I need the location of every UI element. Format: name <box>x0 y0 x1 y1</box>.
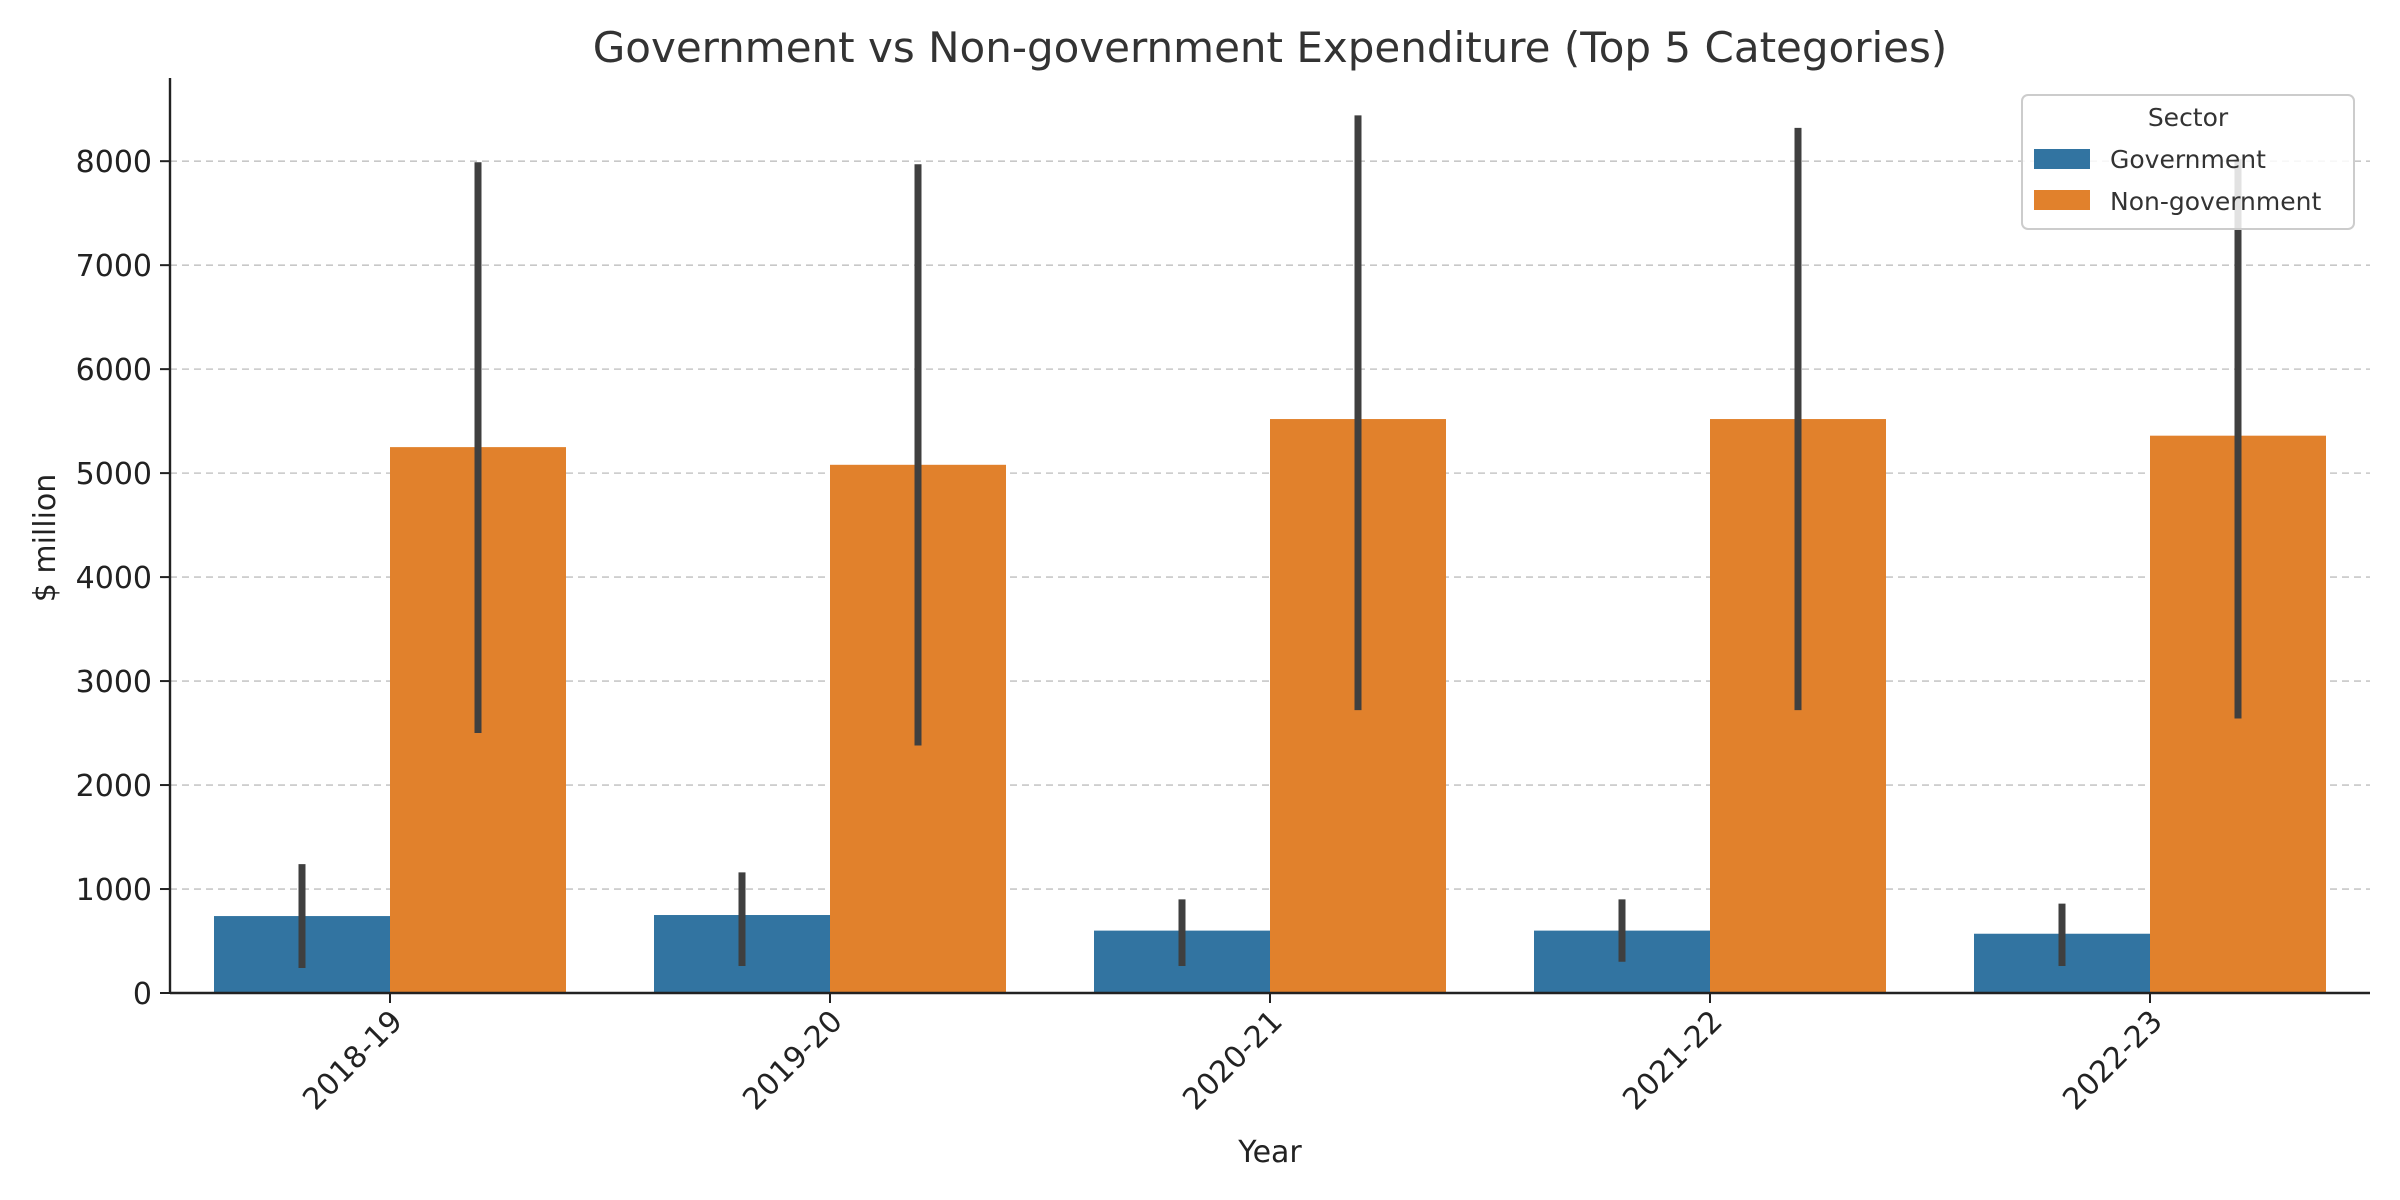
y-tick-label-0: 0 <box>133 977 152 1012</box>
axes <box>160 78 2370 1003</box>
y-tick-label-1000: 1000 <box>76 873 152 908</box>
x-tick-label-2022-23: 2022-23 <box>2056 1004 2169 1117</box>
y-tick-label-2000: 2000 <box>76 769 152 804</box>
y-tick-label-8000: 8000 <box>76 145 152 180</box>
legend-label-non-government: Non-government <box>2110 187 2321 216</box>
y-tick-label-5000: 5000 <box>76 457 152 492</box>
x-tick-label-2021-22: 2021-22 <box>1616 1004 1729 1117</box>
x-tick-label-2019-20: 2019-20 <box>736 1004 849 1117</box>
y-axis-label: $ million <box>28 474 63 603</box>
legend[interactable]: Sector Government Non-government <box>2021 94 2355 230</box>
legend-label-government: Government <box>2110 145 2266 174</box>
x-tick-label-2020-21: 2020-21 <box>1176 1004 1289 1117</box>
legend-swatch-government <box>2034 149 2090 169</box>
legend-frame <box>2021 94 2355 230</box>
x-tick-label-2018-19: 2018-19 <box>296 1004 409 1117</box>
y-tick-label-6000: 6000 <box>76 353 152 388</box>
legend-swatch-non-government <box>2034 190 2090 210</box>
error-bars <box>298 115 2242 969</box>
y-tick-label-4000: 4000 <box>76 561 152 596</box>
bars <box>214 419 2326 994</box>
y-tick-label-7000: 7000 <box>76 249 152 284</box>
chart-title: Government vs Non-government Expenditure… <box>593 23 1948 72</box>
x-axis-label: Year <box>1237 1135 1302 1170</box>
legend-title: Sector <box>2148 103 2229 132</box>
y-tick-label-3000: 3000 <box>76 665 152 700</box>
